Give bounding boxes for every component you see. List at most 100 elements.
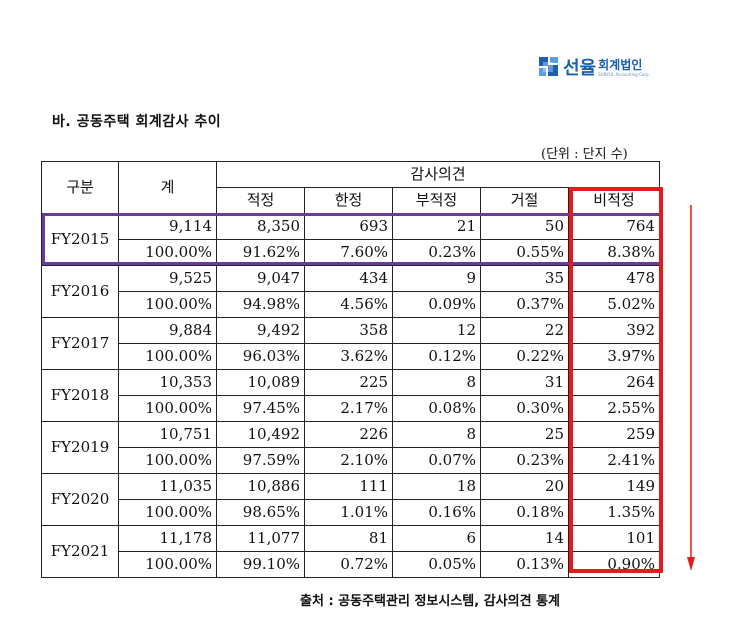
count-cell: 8,350	[216, 213, 305, 240]
audit-opinion-table: 구분 계 감사의견 적정 한정 부적정 거절 비적정 FY2015 9,114 8,…	[41, 161, 660, 578]
ratio-cell: 0.16%	[392, 499, 481, 526]
count-cell: 20	[480, 473, 569, 500]
ratio-cell: 0.55%	[480, 239, 569, 266]
count-cell: 101	[568, 525, 660, 552]
ratio-cell: 97.45%	[216, 395, 305, 422]
table-row: FY2019 10,751 10,492 226 8 25 259	[41, 421, 660, 474]
ratio-cell: 100.00%	[118, 343, 217, 370]
ratio-cell: 0.09%	[392, 291, 481, 318]
count-cell: 111	[304, 473, 393, 500]
count-cell: 12	[392, 317, 481, 344]
header-unqualified: 적정	[216, 187, 305, 214]
header-opinion-group: 감사의견	[216, 161, 660, 188]
ratio-cell: 0.22%	[480, 343, 569, 370]
table-row: FY2017 9,884 9,492 358 12 22 392	[41, 317, 660, 370]
ratio-cell: 0.08%	[392, 395, 481, 422]
count-cell: 35	[480, 265, 569, 292]
header-adverse: 부적정	[392, 187, 481, 214]
count-cell: 764	[568, 213, 660, 240]
ratio-cell: 3.62%	[304, 343, 393, 370]
count-cell: 81	[304, 525, 393, 552]
ratio-cell: 94.98%	[216, 291, 305, 318]
table-row: FY2016 9,525 9,047 434 9 35 478	[41, 265, 660, 318]
row-year: FY2019	[41, 421, 119, 474]
count-cell: 10,353	[118, 369, 217, 396]
count-cell: 11,178	[118, 525, 217, 552]
count-cell: 31	[480, 369, 569, 396]
unit-note: (단위 : 단지 수)	[541, 147, 628, 162]
logo-name-main: 선율	[563, 58, 597, 79]
ratio-cell: 97.59%	[216, 447, 305, 474]
ratio-cell: 0.90%	[568, 551, 660, 578]
ratio-cell: 98.65%	[216, 499, 305, 526]
down-arrow-icon	[687, 205, 695, 571]
header-total: 계	[118, 161, 217, 214]
count-cell: 9,492	[216, 317, 305, 344]
ratio-cell: 0.12%	[392, 343, 481, 370]
table-row: 100.00% 99.10% 0.72% 0.05% 0.13% 0.90%	[42, 551, 660, 578]
table-row: FY2015 9,114 8,350 693 21 50 764	[41, 213, 660, 266]
ratio-cell: 2.55%	[568, 395, 660, 422]
ratio-cell: 2.10%	[304, 447, 393, 474]
count-cell: 8	[392, 369, 481, 396]
count-cell: 21	[392, 213, 481, 240]
table-row: FY2020 11,035 10,886 111 18 20 149	[41, 473, 660, 526]
ratio-cell: 1.01%	[304, 499, 393, 526]
count-cell: 10,492	[216, 421, 305, 448]
ratio-cell: 100.00%	[118, 447, 217, 474]
ratio-cell: 0.13%	[480, 551, 569, 578]
ratio-cell: 1.35%	[568, 499, 660, 526]
row-year: FY2021	[41, 525, 119, 578]
non-unqualified-highlight-box	[569, 187, 663, 573]
ratio-cell: 0.72%	[304, 551, 393, 578]
table-row: FY2018 10,353 10,089 225 8 31 264	[41, 369, 660, 422]
header-non-unqualified: 비적정	[568, 187, 660, 214]
count-cell: 10,089	[216, 369, 305, 396]
count-cell: 8	[392, 421, 481, 448]
ratio-cell: 4.56%	[304, 291, 393, 318]
count-cell: 358	[304, 317, 393, 344]
company-logo: 선율 회계법인 SUNYUL Accounting Corp.	[538, 52, 650, 82]
table-row: FY2021 11,178 11,077 81 6 14 101	[41, 525, 660, 578]
ratio-cell: 99.10%	[216, 551, 305, 578]
ratio-cell: 100.00%	[118, 395, 217, 422]
count-cell: 226	[304, 421, 393, 448]
table-row: 100.00% 94.98% 4.56% 0.09% 0.37% 5.02%	[42, 291, 660, 318]
table-header-row-1: 구분 계 감사의견	[41, 161, 660, 214]
table-row: 100.00% 97.59% 2.10% 0.07% 0.23% 2.41%	[42, 447, 660, 474]
count-cell: 225	[304, 369, 393, 396]
ratio-cell: 100.00%	[118, 551, 217, 578]
count-cell: 11,077	[216, 525, 305, 552]
count-cell: 50	[480, 213, 569, 240]
logo-name-en: SUNYUL Accounting Corp.	[598, 71, 650, 77]
count-cell: 434	[304, 265, 393, 292]
ratio-cell: 100.00%	[118, 499, 217, 526]
count-cell: 9	[392, 265, 481, 292]
count-cell: 18	[392, 473, 481, 500]
row-year: FY2018	[41, 369, 119, 422]
count-cell: 11,035	[118, 473, 217, 500]
row-year: FY2020	[41, 473, 119, 526]
source-note: 출처 : 공동주택관리 정보시스템, 감사의견 통계	[300, 594, 561, 609]
ratio-cell: 100.00%	[118, 291, 217, 318]
header-qualified: 한정	[304, 187, 393, 214]
table-row: 100.00% 98.65% 1.01% 0.16% 0.18% 1.35%	[42, 499, 660, 526]
header-category: 구분	[41, 161, 119, 214]
count-cell: 6	[392, 525, 481, 552]
ratio-cell: 96.03%	[216, 343, 305, 370]
count-cell: 9,047	[216, 265, 305, 292]
ratio-cell: 2.17%	[304, 395, 393, 422]
count-cell: 10,751	[118, 421, 217, 448]
ratio-cell: 0.05%	[392, 551, 481, 578]
count-cell: 22	[480, 317, 569, 344]
ratio-cell: 0.30%	[480, 395, 569, 422]
ratio-cell: 0.07%	[392, 447, 481, 474]
sunyul-logo-icon	[539, 57, 558, 76]
count-cell: 25	[480, 421, 569, 448]
logo-name-sub: 회계법인	[598, 57, 643, 72]
count-cell: 9,525	[118, 265, 217, 292]
ratio-cell: 0.18%	[480, 499, 569, 526]
count-cell: 10,886	[216, 473, 305, 500]
ratio-cell: 0.23%	[392, 239, 481, 266]
row-year: FY2017	[41, 317, 119, 370]
